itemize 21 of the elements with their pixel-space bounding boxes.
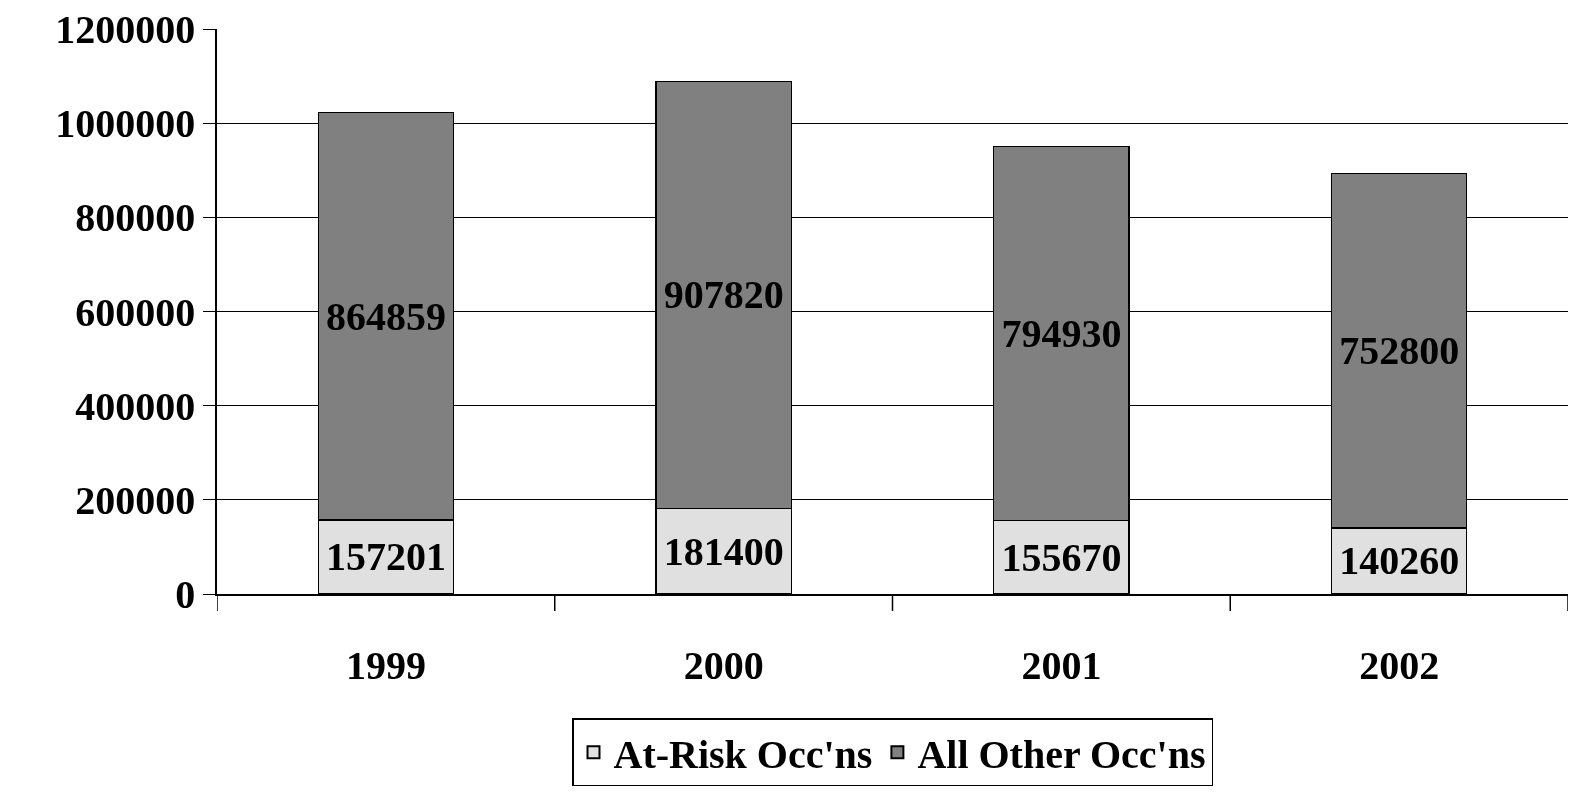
y-tick-label: 400000 xyxy=(75,383,196,429)
y-tick-label: 1200000 xyxy=(55,7,196,52)
data-label: 752800 xyxy=(1339,328,1460,374)
data-label: 181400 xyxy=(663,528,784,574)
y-tick-label: 1000000 xyxy=(55,101,196,147)
y-tick-label: 0 xyxy=(175,572,196,617)
x-tick-label: 1999 xyxy=(345,642,426,688)
data-label: 907820 xyxy=(663,272,784,318)
x-tick-label: 2001 xyxy=(1021,642,1102,688)
legend-label: At-Risk Occ'ns xyxy=(613,731,873,777)
y-tick-label: 800000 xyxy=(75,195,196,241)
x-tick-label: 2002 xyxy=(1359,642,1440,688)
legend-label: All Other Occ'ns xyxy=(917,731,1206,777)
y-tick-label: 600000 xyxy=(75,289,196,335)
data-label: 155670 xyxy=(1001,534,1122,580)
data-label: 140260 xyxy=(1339,538,1460,584)
data-label: 794930 xyxy=(1001,311,1122,357)
y-tick-label: 200000 xyxy=(75,477,196,523)
x-tick-label: 2000 xyxy=(683,642,764,688)
data-label: 864859 xyxy=(325,293,446,339)
data-label: 157201 xyxy=(325,534,446,580)
